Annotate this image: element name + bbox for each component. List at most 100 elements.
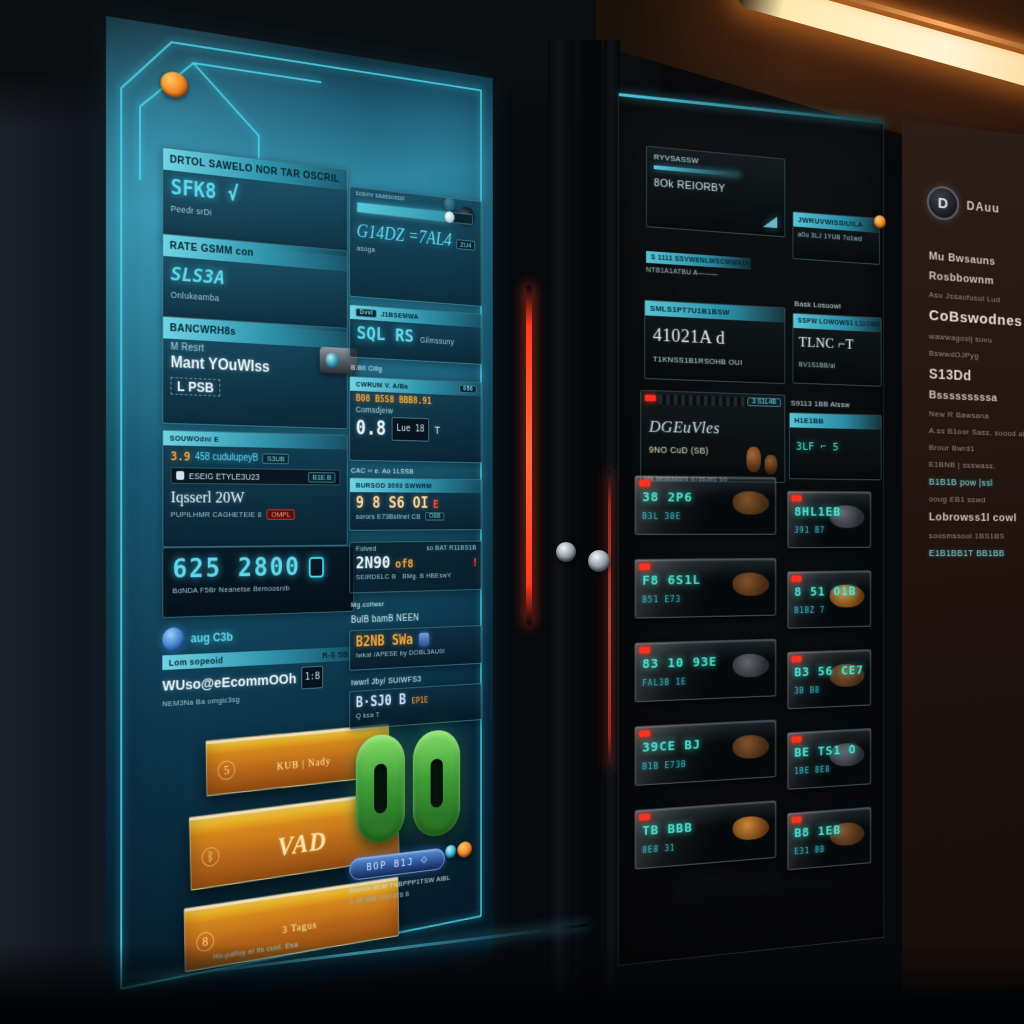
right-slot-panel: RYVSASSW 8Ok REIORBY JWRUVWISSIUILA a0u … [618, 92, 886, 966]
wall-text-line: Asu Jssaofusul Lud [928, 290, 1001, 305]
r3-sub: T1KNSS1B1RSOHB OUI [652, 354, 743, 368]
slider-handle[interactable] [444, 210, 455, 224]
slot-card[interactable]: B8 1EB E31 BB [787, 806, 872, 871]
b5-sub2: BMg. B HBEswY [402, 571, 452, 581]
account-badge: 1:B [301, 665, 324, 690]
left-display-panel: DRTOL SAWELO NOR TAR OSCRIL SFK8 √ Peedr… [106, 16, 493, 1016]
account-value: WUso@eEcommOOh [162, 670, 297, 695]
card3-value2: L PSB [170, 376, 221, 397]
slot-card[interactable]: TB BBB 8E8 31 [634, 800, 777, 870]
r4-sub: BV1S1BB/al [798, 361, 836, 370]
slot-sub: B1B E73B [642, 760, 687, 772]
b1-badge: ZU4 [456, 239, 476, 251]
r-bar-sub: NTB1A1ATBU A——— [646, 266, 719, 279]
wall-text-line: soosmssool 1BS1BS [928, 531, 1005, 541]
r1-value: 8Ok REIORBY [653, 177, 726, 195]
slot-card[interactable]: 38 2P6 B3L 30E [634, 475, 777, 535]
card4-amount: 3.9 [170, 449, 191, 464]
wall-text-block: Mu Bwsauns Rosbbownm Asu Jssaofusul Lud CoB… [929, 250, 1024, 566]
slot-card[interactable]: 83 10 93E FAL3B 1E [634, 638, 777, 703]
wall-text-line: CoBswodnes [928, 306, 1023, 331]
field-icon [176, 471, 185, 480]
b5-header-right: so BAT R11BS1B [426, 543, 477, 552]
wall-text-line: E1BNB | ssswass. [928, 459, 996, 471]
b4-sub-badge: OBB [425, 512, 445, 521]
slot-card[interactable]: BE TS1 O 1BE 8E8 [787, 727, 872, 790]
order-card: Foived so BAT R11BS1B 2N90 of8 ! SEIRDEL… [349, 540, 483, 594]
figurine [746, 446, 761, 473]
card4-value: Iqsserl 20W [170, 487, 245, 507]
slot-card[interactable]: B3 56 CE7 3B B8 [787, 649, 872, 710]
bsj-card[interactable]: B·SJ0 B EP1E Q ksa T [349, 682, 483, 730]
r3-header: SMLS1PT7U1B1BSW [645, 300, 785, 323]
floor-shadow [0, 944, 1024, 1024]
b2-value: SQL RS [356, 321, 414, 347]
account-bar-left: Lom sopeoid [168, 655, 224, 668]
brand-name: DAuu [966, 198, 1000, 216]
wall-text-line: Mu Bwsauns [928, 250, 996, 268]
wall-text-line: B1B1B pow |ssl [928, 476, 993, 488]
led-indicator [791, 575, 802, 582]
b5-sub: SEIRDELC B [355, 572, 397, 582]
progress-card: sosvrv saassosssl G14DZ =7AL4 ZU4 asoga [349, 186, 483, 307]
corner-knob-bottom [457, 840, 473, 859]
wall-text-line: S13Dd [928, 365, 972, 384]
slot-card[interactable]: 8 51 O1B B1BZ 7 [787, 570, 872, 629]
b-tiny1: CAC ›‹ e. Ao 1LSSB [350, 466, 414, 476]
slot-card[interactable]: 8HL1EB 391 B7 [787, 490, 872, 549]
gauge-glyph: ⊤ [434, 423, 441, 438]
slot-card[interactable]: 39CE BJ B1B E73B [634, 719, 777, 786]
r6-value: 3LF ⌐ 5 [796, 440, 839, 454]
r3-value: 41021A d [652, 324, 726, 349]
card4-input-badge: B1E.B [308, 472, 336, 483]
r4-value: TLNC ⌐T [798, 334, 854, 353]
slot-sub: B1BZ 7 [794, 605, 826, 616]
wall-text-line: ooug EB1 sswd [928, 494, 986, 505]
green-digit-value: 00 [356, 737, 357, 738]
slot-sub: B3L 30E [642, 512, 682, 522]
b3-badge: 050 [459, 384, 477, 394]
slot-code: TB BBB [642, 820, 693, 840]
led-indicator [791, 736, 802, 743]
triangle-icon [762, 215, 778, 229]
b2nb-card[interactable]: B2NB SWa Iwkal /APESE by DOBL3AU0I [349, 624, 483, 671]
brand-logo: D [926, 184, 960, 222]
r-card-4: SSPW LOWOWS1 L11OBB TLNC ⌐T BV1S1BB/al [792, 312, 882, 387]
slot-sub: B51 E73 [642, 594, 682, 605]
card4-input[interactable]: ESEIG ETYLE3U23 B1E.B [170, 467, 341, 486]
wall-text-line: New R Bawsana [928, 409, 990, 421]
green-counter: 00 [355, 728, 461, 846]
vent-strip [658, 394, 749, 407]
item-thumbnail [732, 734, 770, 760]
ring-icon [162, 627, 185, 652]
led-indicator [791, 656, 802, 663]
b5-header-left: Foived [355, 544, 377, 553]
slot-card[interactable]: F8 6S1L B51 E73 [634, 557, 777, 619]
r4-header: SSPW LOWOWS1 L11OBB [793, 313, 881, 333]
figurine [764, 454, 778, 475]
b2-chip: Dvvl [355, 308, 377, 318]
red-light-strip [526, 285, 532, 625]
slot-sub: 3B B8 [794, 685, 821, 696]
payment-card: SOUWOdni E 3.9 458 cudulupeyB S3UB ESEIG… [162, 429, 348, 548]
meter-card: CWRUM V. A/Ba 050 B08 B5S8 BBB8.91 Comsd… [349, 375, 483, 464]
b3-unit: Lue 18 [391, 417, 429, 442]
card4-badge: S3UB [262, 452, 289, 464]
card4-input-value: ESEIG ETYLE3U23 [188, 470, 260, 482]
slot-code: 8 51 O1B [794, 584, 857, 600]
card4-alert-badge: OMPL [266, 509, 295, 520]
wall-text-line: Rosbbownm [928, 270, 994, 288]
item-thumbnail [732, 572, 770, 597]
r5-sub: 9NO CuD (SB) [648, 444, 709, 456]
bursod-card: BURSOD 3093 SWWRM 9 8 S6 OI E sorors E73… [349, 477, 483, 531]
b5-value: 2N90 [355, 553, 391, 574]
corner-knob [160, 69, 188, 100]
r-card-2: JWRUVWISSIUILA a0u 3LJ 1YUB 7o1wd [792, 211, 886, 265]
slot-sub: 391 B7 [794, 526, 826, 535]
b4-value: 9 8 S6 OI [355, 493, 429, 513]
r-card-5[interactable]: 3 S1L4B DGEuVles 9NO CuD (SB) [640, 389, 786, 483]
divider-column [580, 40, 602, 1010]
b6-value: B2NB SWa [355, 631, 414, 651]
b-tiny4: Iwwrl Jby/ SUIWFS3 [350, 674, 422, 688]
